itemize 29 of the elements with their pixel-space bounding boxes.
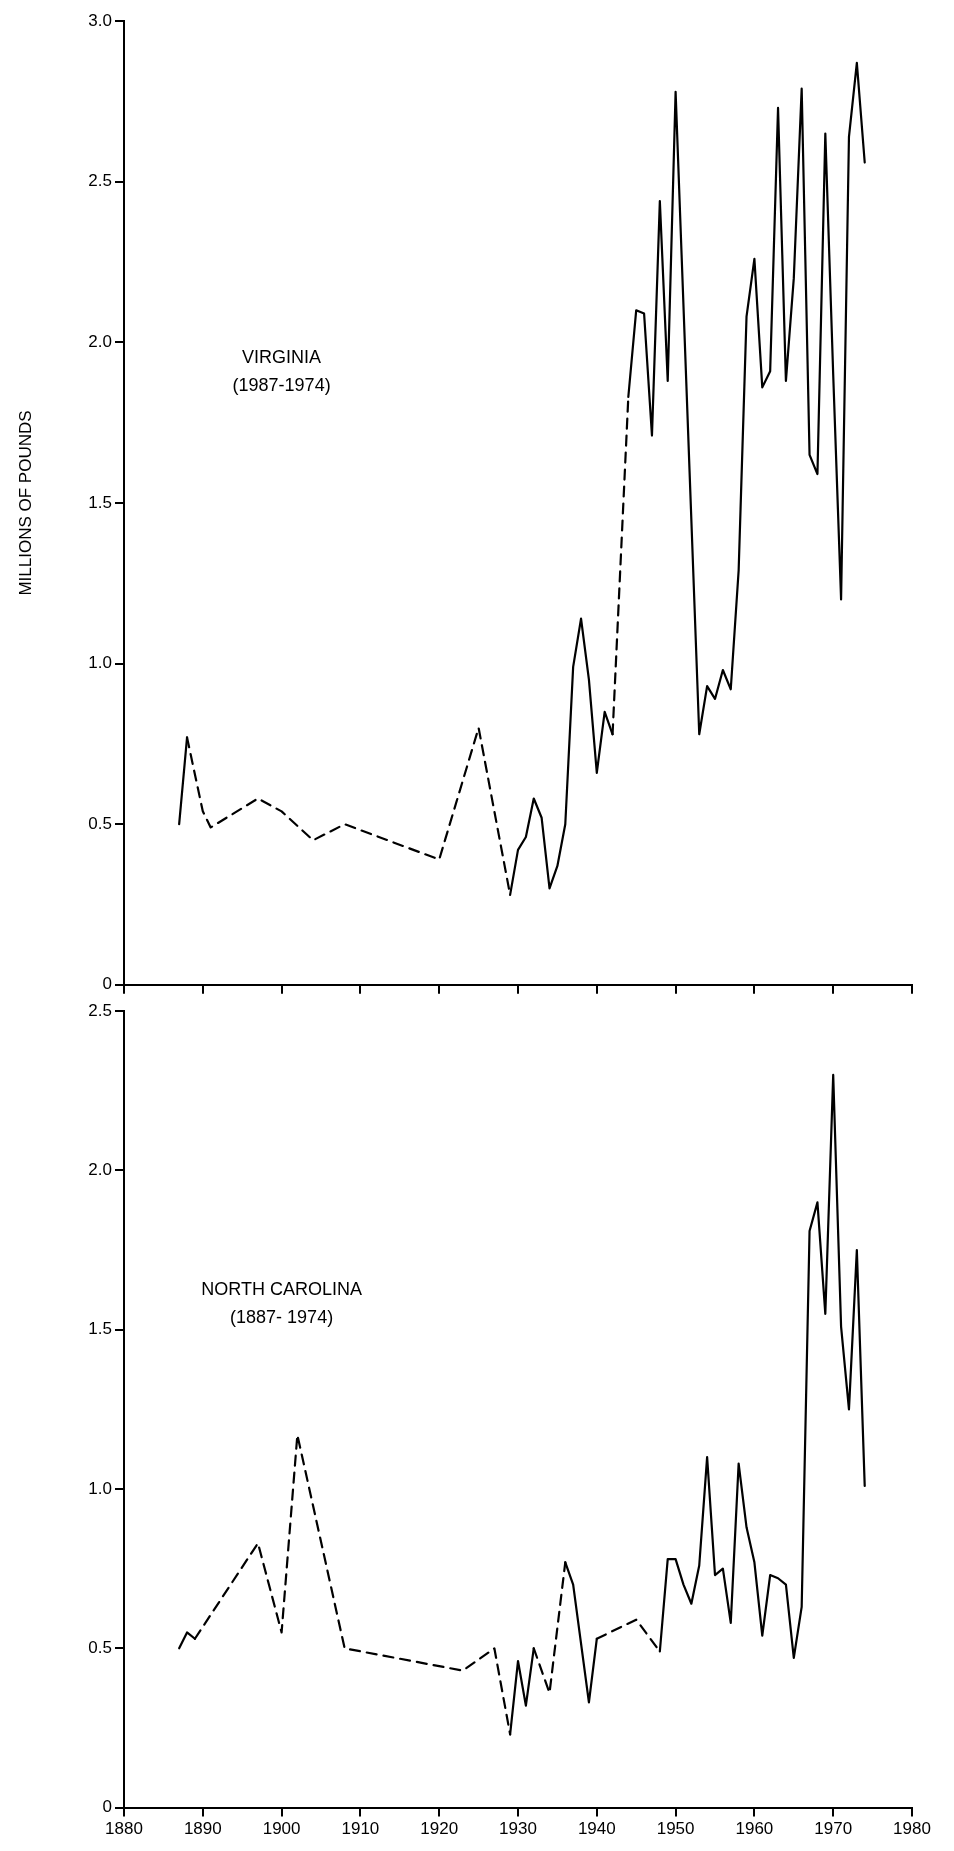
y-tick-label: 3.0 <box>88 10 112 30</box>
y-tick-label: 1.5 <box>88 492 112 512</box>
x-tick-label: 1940 <box>577 1819 616 1839</box>
x-tick-label: 1920 <box>420 1819 459 1839</box>
y-tick-label: 0.5 <box>88 813 112 833</box>
x-tick-label: 1930 <box>499 1819 537 1839</box>
x-tick-label: 1970 <box>814 1819 853 1839</box>
y-tick-label: 1.0 <box>88 1478 112 1498</box>
annotation: NORTH CAROLINA <box>201 1278 362 1299</box>
annotation: (1887- 1974) <box>230 1306 334 1327</box>
y-tick-label: 2.0 <box>88 1160 112 1180</box>
y-tick-label: 0 <box>102 1797 112 1817</box>
x-tick-label: 1900 <box>262 1819 301 1839</box>
y-tick-label: 0 <box>102 974 112 994</box>
annotation: VIRGINIA <box>242 347 322 368</box>
y-tick-label: 1.5 <box>88 1319 112 1339</box>
y-tick-label: 2.5 <box>88 171 112 191</box>
y-tick-label: 1.0 <box>88 653 112 673</box>
x-tick-label: 1980 <box>893 1819 931 1839</box>
y-tick-label: 2.0 <box>88 332 112 352</box>
y-tick-label: 0.5 <box>88 1638 112 1658</box>
annotation: (1987-1974) <box>232 375 331 396</box>
x-tick-label: 1880 <box>105 1819 143 1839</box>
y-axis-title: MILLIONS OF POUNDS <box>15 410 35 596</box>
x-tick-label: 1890 <box>183 1819 222 1839</box>
y-tick-label: 2.5 <box>88 1000 112 1020</box>
x-tick-label: 1910 <box>341 1819 380 1839</box>
x-tick-label: 1960 <box>735 1819 774 1839</box>
x-tick-label: 1950 <box>656 1819 695 1839</box>
